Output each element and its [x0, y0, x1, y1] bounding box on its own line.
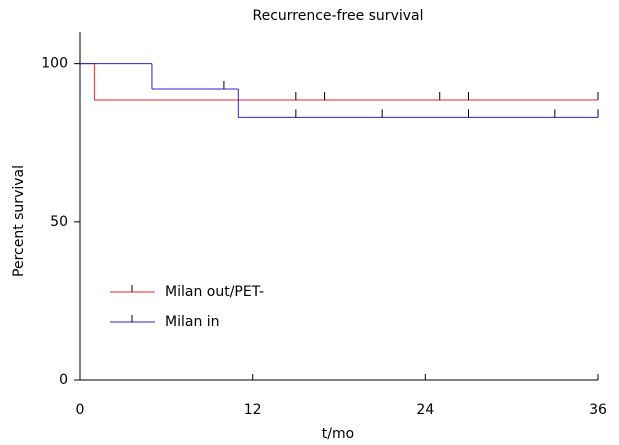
y-axis-label: Percent survival [11, 165, 27, 277]
x-tick-label: 12 [244, 402, 262, 418]
y-tick-label: 100 [41, 56, 68, 72]
legend-label: Milan out/PET- [165, 284, 264, 300]
x-tick-label: 0 [76, 402, 85, 418]
x-axis-label: t/mo [322, 426, 354, 442]
x-tick-label: 24 [416, 402, 434, 418]
x-tick-label: 36 [589, 402, 607, 418]
chart-title: Recurrence-free survival [253, 8, 424, 24]
legend-label: Milan in [165, 314, 220, 330]
y-tick-label: 0 [59, 372, 68, 388]
y-tick-label: 50 [50, 214, 68, 230]
